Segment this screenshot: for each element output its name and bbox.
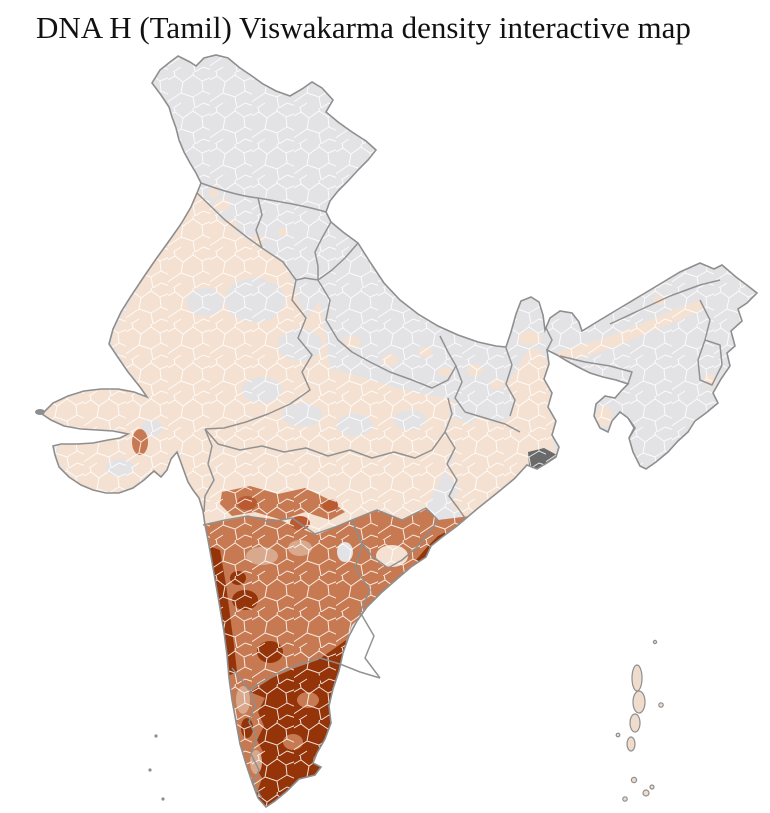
island[interactable] [649,784,655,790]
island[interactable] [658,702,664,708]
island[interactable] [626,736,636,752]
island[interactable] [652,639,658,645]
island[interactable] [631,664,643,692]
island[interactable] [632,690,646,714]
island[interactable] [148,768,152,772]
island[interactable] [629,713,641,733]
lakshadweep-islands[interactable] [35,409,165,801]
district-patch[interactable] [317,675,323,681]
coastal-marsh [35,409,45,415]
island[interactable] [622,796,628,802]
district-borders-overlay [42,55,757,807]
island[interactable] [154,734,158,738]
island[interactable] [630,776,638,784]
island[interactable] [161,797,165,801]
island[interactable] [642,789,650,797]
page-title: DNA H (Tamil) Viswakarma density interac… [36,10,691,45]
andaman-nicobar-islands[interactable] [615,639,664,802]
island[interactable] [615,732,621,738]
